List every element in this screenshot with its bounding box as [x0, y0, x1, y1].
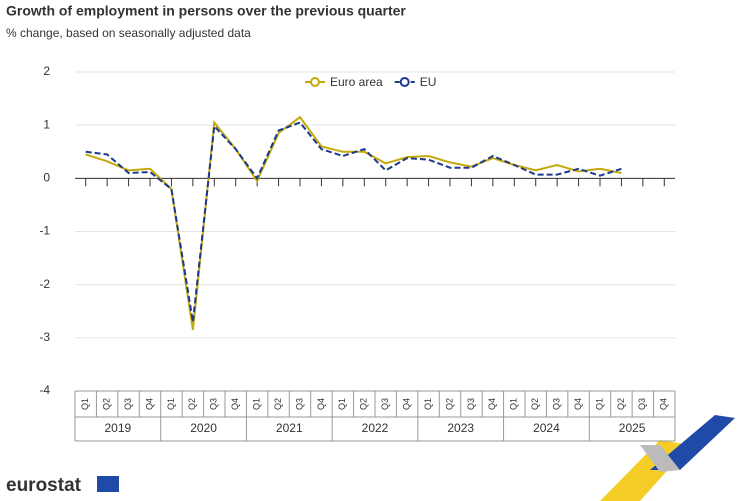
logo: eurostat — [6, 475, 82, 496]
y-tick-label: 0 — [43, 171, 50, 185]
x-tick-label: Q4 — [230, 398, 240, 410]
x-tick-label: Q1 — [80, 398, 90, 410]
series-line — [85, 121, 622, 323]
y-tick-label: -3 — [39, 330, 50, 344]
x-tick-label: Q3 — [466, 398, 476, 410]
x-tick-label: Q2 — [359, 398, 369, 410]
year-label: 2021 — [276, 421, 303, 435]
x-tick-label: Q2 — [530, 398, 540, 410]
x-tick-label: Q2 — [273, 398, 283, 410]
x-tick-label: Q1 — [509, 398, 519, 410]
eu-flag — [97, 476, 119, 492]
y-tick-label: 1 — [43, 117, 50, 131]
x-tick-label: Q3 — [552, 398, 562, 410]
x-tick-label: Q2 — [187, 398, 197, 410]
x-tick-label: Q3 — [380, 398, 390, 410]
x-tick-label: Q4 — [144, 398, 154, 410]
x-tick-label: Q3 — [209, 398, 219, 410]
x-tick-label: Q1 — [423, 398, 433, 410]
chart-title: Growth of employment in persons over the… — [6, 3, 406, 19]
x-tick-label: Q4 — [402, 398, 412, 410]
y-tick-label: 2 — [43, 64, 50, 78]
x-tick-label: Q4 — [573, 398, 583, 410]
x-tick-label: Q1 — [594, 398, 604, 410]
year-label: 2023 — [447, 421, 474, 435]
decor — [650, 415, 735, 470]
x-tick-label: Q1 — [252, 398, 262, 410]
x-tick-label: Q3 — [637, 398, 647, 410]
x-tick-label: Q3 — [294, 398, 304, 410]
legend-marker — [399, 77, 410, 87]
legend-label: Euro area — [330, 75, 383, 89]
x-tick-label: Q4 — [487, 398, 497, 410]
chart-subtitle: % change, based on seasonally adjusted d… — [6, 26, 251, 40]
x-tick-label: Q4 — [659, 398, 669, 410]
decor — [640, 445, 680, 472]
year-label: 2019 — [105, 421, 132, 435]
year-label: 2022 — [362, 421, 389, 435]
x-tick-label: Q2 — [102, 398, 112, 410]
year-label: 2025 — [619, 421, 646, 435]
x-tick-label: Q2 — [616, 398, 626, 410]
y-tick-label: -1 — [39, 224, 50, 238]
year-label: 2020 — [190, 421, 217, 435]
x-tick-label: Q1 — [337, 398, 347, 410]
x-tick-label: Q3 — [123, 398, 133, 410]
year-label: 2024 — [533, 421, 560, 435]
legend-label: EU — [420, 75, 437, 89]
x-tick-label: Q4 — [316, 398, 326, 410]
y-tick-label: -2 — [39, 277, 50, 291]
x-tick-label: Q1 — [166, 398, 176, 410]
x-tick-label: Q2 — [444, 398, 454, 410]
series-line — [85, 115, 622, 331]
legend-marker — [310, 77, 320, 87]
y-tick-label: -4 — [39, 383, 50, 397]
